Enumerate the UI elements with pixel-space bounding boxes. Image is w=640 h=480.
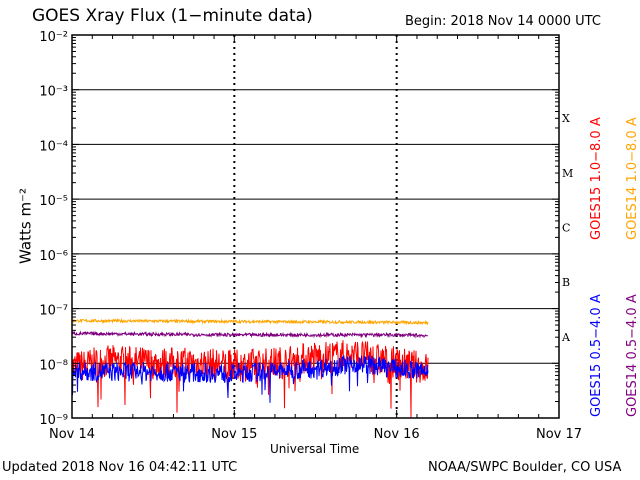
- x-tick-label: Nov 15: [211, 427, 257, 442]
- flare-class-label: A: [561, 331, 571, 344]
- y-tick-label: 10⁻⁶: [39, 249, 68, 264]
- y-tick-label: 10⁻⁹: [39, 413, 68, 428]
- legend-entry: GOES14 0.5−4.0 A: [625, 294, 640, 417]
- y-tick-label: 10⁻⁵: [39, 194, 68, 209]
- legend-entry: GOES15 0.5−4.0 A: [589, 294, 604, 417]
- y-tick-label: 10⁻²: [39, 30, 68, 45]
- y-axis-label: Watts m⁻²: [17, 188, 35, 264]
- y-tick-label: 10⁻⁸: [39, 358, 68, 373]
- series-line: [71, 317, 429, 326]
- y-tick-label: 10⁻³: [39, 85, 68, 100]
- x-axis-label: Universal Time: [270, 442, 360, 456]
- y-axis-label-text: Watts m⁻²: [17, 188, 35, 264]
- x-tick-label: Nov 14: [49, 427, 95, 442]
- y-tick-label: 10⁻⁷: [39, 304, 68, 319]
- flare-class-label: M: [562, 167, 573, 180]
- x-tick-label: Nov 17: [536, 427, 582, 442]
- begin-label: Begin: 2018 Nov 14 0000 UTC: [405, 14, 601, 29]
- updated-timestamp: Updated 2018 Nov 16 04:42:11 UTC: [2, 460, 238, 475]
- flare-class-label: C: [562, 222, 570, 235]
- series-line: [71, 354, 429, 403]
- flare-class-label: X: [562, 112, 570, 125]
- legend-entry: GOES14 1.0−8.0 A: [625, 117, 640, 240]
- chart-title: GOES Xray Flux (1−minute data): [32, 6, 313, 26]
- y-tick-label: 10⁻⁴: [39, 139, 68, 154]
- legend-entry: GOES15 1.0−8.0 A: [589, 117, 604, 240]
- series-line: [71, 330, 429, 339]
- credit-label: NOAA/SWPC Boulder, CO USA: [428, 460, 622, 475]
- x-tick-label: Nov 16: [374, 427, 420, 442]
- flare-class-label: B: [562, 276, 570, 289]
